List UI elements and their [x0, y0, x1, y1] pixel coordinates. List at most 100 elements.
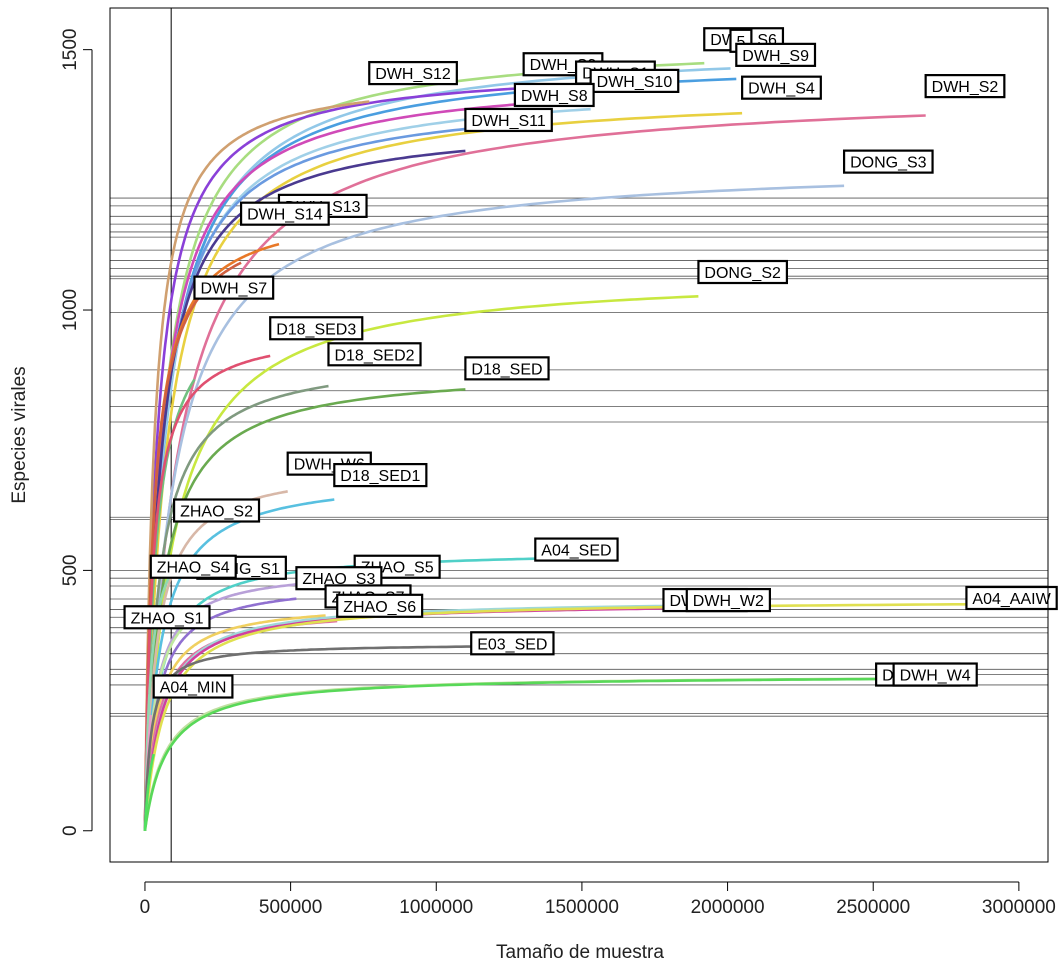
series-line-a04-min [143, 753, 155, 833]
y-tick-label: 1500 [60, 29, 81, 71]
series-label-box [149, 554, 237, 579]
y-tick-label: 1000 [60, 289, 81, 331]
series-label-zhao-s6: ZHAO_S6 [336, 593, 424, 618]
series-label-d18-sed1: D18_SED1 [333, 462, 428, 488]
series-label-box [333, 462, 428, 488]
series-label-dwh-s11: DWH_S11 [464, 107, 553, 133]
series-label-text: DWH_S10 [597, 74, 673, 91]
x-axis: 0 500000 1000000 1500000 2000000 2500000 30000… [140, 881, 1056, 918]
series-label-a04-sed: A04_SED [534, 537, 619, 562]
curve-layer [143, 61, 967, 833]
series-label-box [892, 662, 978, 687]
series-label-dwh-s14: DWH_S14 [239, 201, 330, 226]
series-label-box [470, 631, 555, 656]
series-label-text: DWH_S4 [748, 81, 815, 98]
series-line-dong-s2 [143, 295, 699, 832]
series-label-text: ZHAO_S1 [131, 610, 204, 627]
series-line-dwh-s6 [143, 61, 705, 832]
series-label-box [193, 275, 275, 300]
series-line-d18-sed3 [143, 354, 271, 832]
series-label-dwh-s12: DWH_S12 [368, 60, 458, 86]
series-line-dwh-s9 [143, 77, 737, 832]
series-label-box [513, 82, 595, 108]
series-label-text: DWH_S11 [471, 113, 545, 130]
x-tick-label: 2000000 [691, 897, 765, 918]
series-label-dong-s2: DONG_S2 [697, 259, 789, 285]
y-tick-label: 0 [60, 825, 81, 836]
series-label-d18-sed: D18_SED [464, 356, 550, 381]
series-label-dwh-w4: DWH_W4 [892, 662, 978, 687]
series-label-dwh-s8: DWH_S8 [513, 82, 595, 108]
series-label-text: D18_SED2 [334, 347, 414, 364]
series-label-text: DONG_S2 [704, 265, 781, 282]
x-tick-label: 2500000 [836, 897, 910, 918]
label-layer: DWH_S65DWH_S9DWH_S3DWH_S1DWH_S12DWH_S10D… [123, 27, 1058, 699]
series-label-text: DONG_S3 [850, 155, 927, 172]
series-line-dwh-s12 [143, 100, 370, 832]
series-label-dwh-s10: DWH_S10 [589, 68, 680, 94]
series-label-box [172, 498, 261, 523]
series-label-box [589, 68, 680, 94]
series-line-dwh-w4 [143, 677, 894, 833]
y-axis-label: Especies virales [9, 366, 30, 503]
series-label-text: DWH_S12 [375, 66, 451, 83]
series-label-box [685, 587, 771, 613]
series-label-box [697, 259, 789, 285]
series-label-a04-aaiw: A04_AAIW [965, 585, 1058, 611]
series-label-text: D18_SED1 [340, 468, 420, 485]
series-label-box [152, 674, 234, 699]
plot-frame [109, 7, 1049, 863]
series-label-zhao-s1: ZHAO_S1 [123, 605, 211, 630]
series-label-text: DWH_W2 [693, 593, 764, 610]
series-label-box [368, 60, 458, 86]
series-label-zhao-s2: ZHAO_S2 [172, 498, 261, 523]
series-label-text: DWH_S2 [932, 79, 999, 96]
series-label-dong-s3: DONG_S3 [842, 149, 934, 174]
series-label-box [741, 75, 822, 100]
y-tick-label: 500 [60, 555, 81, 587]
series-line-e03-sed [143, 645, 472, 832]
series-label-text: ZHAO_S6 [343, 599, 416, 616]
series-label-text: DWH_S14 [247, 207, 323, 224]
series-label-zhao-s4: ZHAO_S4 [149, 554, 237, 579]
series-label-zhao-s3: ZHAO_S3 [295, 566, 383, 591]
series-label-box [464, 107, 553, 133]
series-label-text: A04_MIN [160, 680, 227, 697]
series-label-text: DWH_S7 [200, 281, 267, 298]
series-label-box [735, 42, 817, 67]
series-label-box [965, 585, 1058, 611]
series-line-dong-s3 [143, 184, 845, 832]
series-label-text: A04_AAIW [972, 591, 1051, 608]
series-label-text: DWH_S9 [742, 48, 809, 65]
series-label-dwh-s2: DWH_S2 [924, 74, 1006, 99]
series-label-box [239, 201, 330, 226]
series-label-text: ZHAO_S2 [180, 504, 253, 521]
series-label-dwh-s4: DWH_S4 [741, 75, 822, 100]
series-label-d18-sed2: D18_SED2 [327, 342, 422, 367]
series-label-text: ZHAO_S4 [157, 560, 230, 577]
x-tick-label: 0 [140, 897, 151, 918]
series-label-box [123, 605, 211, 630]
series-label-text: D18_SED3 [276, 321, 356, 338]
x-tick-label: 500000 [259, 897, 322, 918]
series-label-a04-min: A04_MIN [152, 674, 234, 699]
series-label-dwh-w2: DWH_W2 [685, 587, 771, 613]
series-label-d18-sed3: D18_SED3 [269, 316, 364, 341]
series-label-text: D18_SED [471, 361, 542, 378]
series-label-text: DWH_S8 [521, 88, 588, 105]
series-label-text: DWH_W4 [900, 668, 971, 685]
x-tick-label: 1000000 [399, 897, 473, 918]
x-tick-label: 1500000 [545, 897, 619, 918]
series-label-text: E03_SED [477, 636, 547, 653]
series-label-box [924, 74, 1006, 99]
series-label-dwh-s9: DWH_S9 [735, 42, 817, 67]
series-label-box [327, 342, 422, 367]
series-label-box [269, 316, 364, 341]
y-axis: 0 500 1000 1500 [60, 29, 93, 836]
x-axis-label: Tamaño de muestra [496, 942, 664, 963]
series-label-box [464, 356, 550, 381]
series-label-box [336, 593, 424, 618]
series-label-text: ZHAO_S3 [302, 571, 375, 588]
